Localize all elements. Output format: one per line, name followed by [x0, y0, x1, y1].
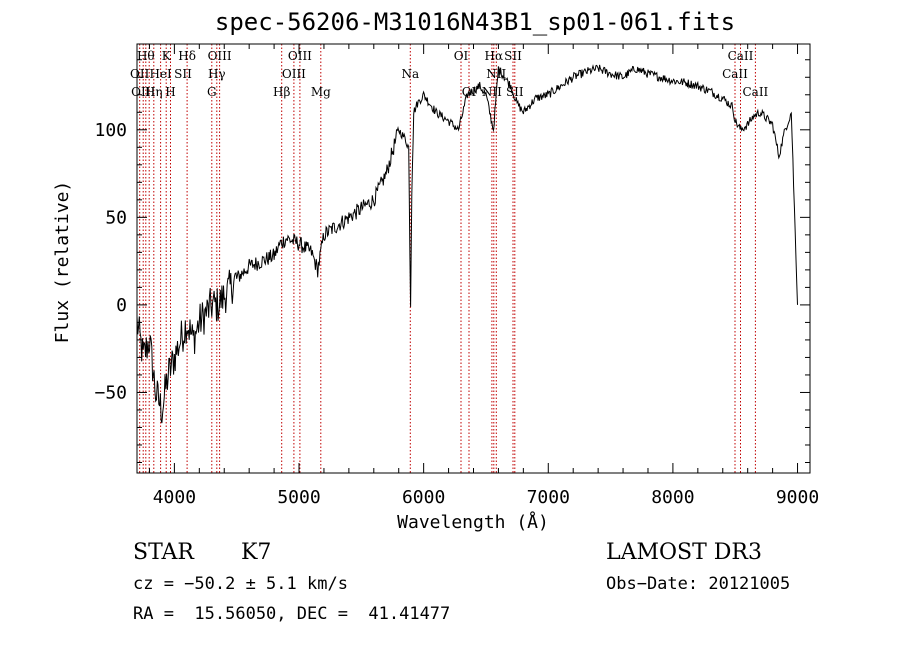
line-label: Na	[401, 67, 419, 81]
line-label: NII	[486, 67, 506, 81]
line-label: NII	[482, 85, 502, 99]
object-type: STAR	[133, 540, 194, 565]
x-tick-label: 9000	[776, 487, 819, 508]
line-markers	[139, 44, 756, 473]
x-tick-label: 4000	[153, 487, 196, 508]
line-label: H	[165, 85, 175, 99]
line-label: OI	[462, 85, 477, 99]
line-label: CaII	[722, 67, 748, 81]
object-subclass: K7	[241, 540, 272, 565]
line-label: Hβ	[273, 85, 290, 99]
line-label: Hη	[145, 85, 163, 99]
y-axis-label: Flux (relative)	[52, 181, 73, 344]
x-axis-label: Wavelength (Å)	[397, 511, 549, 533]
line-label: SII	[504, 49, 522, 63]
line-label: Hγ	[208, 67, 226, 81]
line-label: Hθ	[137, 49, 155, 63]
line-label: G	[207, 85, 217, 99]
chart-title: spec-56206-M31016N43B1_sp01-061.fits	[214, 8, 736, 36]
line-label: HeI	[149, 67, 172, 81]
obs-date: Obs−Date: 20121005	[606, 574, 791, 594]
line-label: OIII	[288, 49, 312, 63]
line-label: Hδ	[178, 49, 196, 63]
plot-frame	[136, 43, 811, 474]
redshift-readout: cz = −50.2 ± 5.1 km/s	[133, 574, 348, 594]
line-label: CaII	[742, 85, 768, 99]
x-tick-label: 8000	[651, 487, 694, 508]
spectrum-line	[136, 64, 798, 424]
line-label: K	[162, 49, 172, 63]
y-tick-label: 50	[105, 207, 127, 228]
line-label: OIII	[282, 67, 306, 81]
y-tick-label: 100	[94, 120, 127, 141]
line-label: OIII	[131, 85, 155, 99]
survey-name: LAMOST DR3	[606, 540, 762, 565]
line-label: SII	[506, 85, 524, 99]
line-label: Hα	[485, 49, 504, 63]
line-label: OII	[130, 67, 150, 81]
line-label: OI	[454, 49, 469, 63]
axes: 4000 5000 6000 7000 8000 9000 −50 0 50 100	[94, 44, 819, 508]
x-tick-label: 5000	[277, 487, 320, 508]
line-label: SII	[174, 67, 192, 81]
x-tick-label: 7000	[527, 487, 570, 508]
line-label: CaII	[728, 49, 754, 63]
line-label: Mg	[311, 85, 331, 99]
coordinates: RA = 15.56050, DEC = 41.41477	[133, 604, 451, 624]
x-tick-label: 6000	[402, 487, 445, 508]
y-tick-label: −50	[94, 382, 127, 403]
y-tick-label: 0	[116, 295, 127, 316]
line-label: OIII	[208, 49, 232, 63]
